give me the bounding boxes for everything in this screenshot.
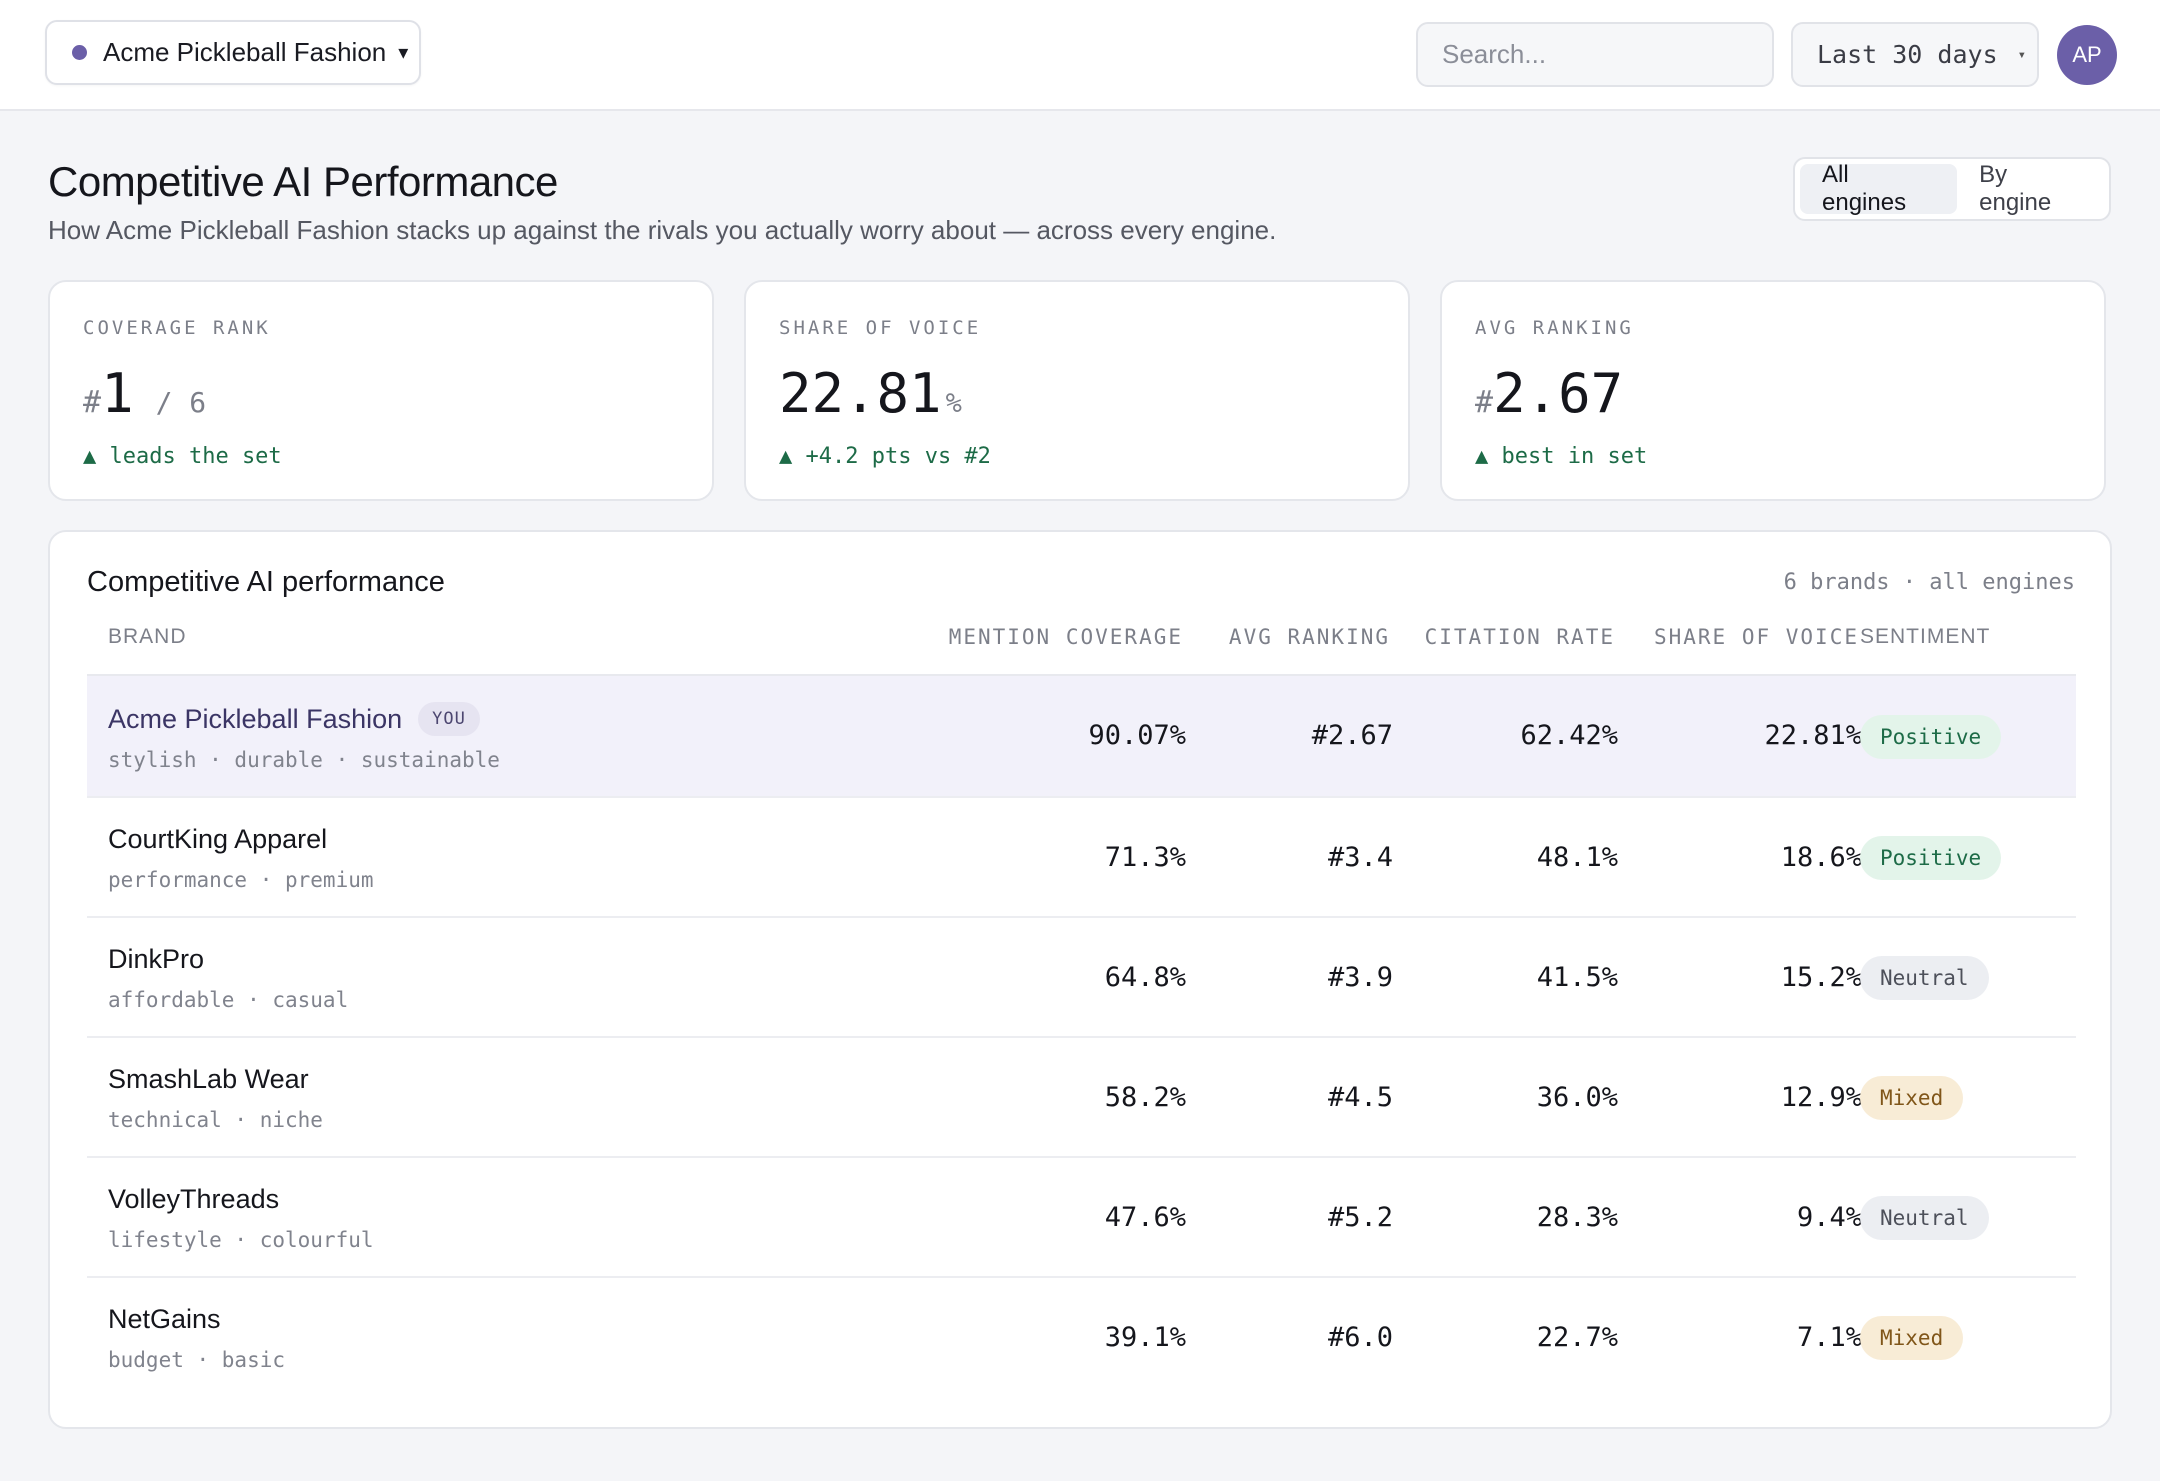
avg-ranking-value: #3.4 xyxy=(1327,842,1393,873)
mention-coverage-value: 47.6% xyxy=(1104,1202,1186,1233)
sentiment-badge: Mixed xyxy=(1860,1316,1964,1360)
search-input[interactable] xyxy=(1416,22,1774,87)
table-row[interactable]: DinkPro affordable · casual 64.8% #3.9 4… xyxy=(87,918,2076,1038)
mention-coverage-value: 64.8% xyxy=(1104,962,1186,993)
avatar[interactable]: AP xyxy=(2057,25,2117,85)
kpi-suffix: % xyxy=(945,388,962,419)
you-badge: YOU xyxy=(418,702,480,736)
kpi-delta: ▲ leads the set xyxy=(83,444,282,469)
share-of-voice-value: 7.1% xyxy=(1796,1322,1862,1353)
engine-view-toggle: All engines By engine xyxy=(1793,157,2111,221)
citation-rate-value: 48.1% xyxy=(1536,842,1618,873)
brand-name: VolleyThreads xyxy=(108,1184,280,1214)
mention-coverage-value: 90.07% xyxy=(1088,720,1186,751)
kpi-card-share-of-voice: SHARE OF VOICE 22.81 % ▲ +4.2 pts vs #2 xyxy=(744,280,1410,501)
sentiment-badge: Neutral xyxy=(1860,956,1989,1000)
kpi-prefix: # xyxy=(1475,385,1494,420)
sentiment-badge: Positive xyxy=(1860,715,2002,759)
share-of-voice-value: 9.4% xyxy=(1796,1202,1862,1233)
sentiment-badge: Neutral xyxy=(1860,1196,1989,1240)
kpi-card-coverage-rank: COVERAGE RANK # 1 / 6 ▲ leads the set xyxy=(48,280,714,501)
chevron-down-icon: ▾ xyxy=(398,42,409,64)
citation-rate-value: 41.5% xyxy=(1536,962,1618,993)
kpi-label: SHARE OF VOICE xyxy=(779,317,982,339)
page-subtitle: How Acme Pickleball Fashion stacks up ag… xyxy=(48,215,1277,245)
mention-coverage-value: 58.2% xyxy=(1104,1082,1186,1113)
kpi-total: / 6 xyxy=(155,386,207,419)
sentiment-badge: Mixed xyxy=(1860,1076,1964,1120)
citation-rate-value: 28.3% xyxy=(1536,1202,1618,1233)
share-of-voice-value: 18.6% xyxy=(1780,842,1862,873)
column-header-citation-rate[interactable]: CITATION RATE xyxy=(1424,625,1615,649)
column-header-brand[interactable]: BRAND xyxy=(108,625,187,648)
table-header-divider xyxy=(87,674,2076,676)
kpi-value: # 2.67 xyxy=(1475,362,1623,425)
page-title: Competitive AI Performance xyxy=(48,158,558,205)
brand-cell: SmashLab Wear xyxy=(108,1064,309,1095)
toggle-by-engine[interactable]: By engine xyxy=(1979,161,2052,216)
kpi-value: # 1 / 6 xyxy=(83,362,206,425)
brand-tags: budget · basic xyxy=(108,1348,286,1372)
table-row[interactable]: CourtKing Apparel performance · premium … xyxy=(87,798,2076,918)
avg-ranking-value: #5.2 xyxy=(1327,1202,1393,1233)
brand-cell: CourtKing Apparel xyxy=(108,824,327,855)
brand-cell: DinkPro xyxy=(108,944,204,975)
column-header-sentiment[interactable]: SENTIMENT xyxy=(1860,625,1991,648)
brand-selector[interactable]: Acme Pickleball Fashion ▾ xyxy=(45,20,421,85)
brand-name: DinkPro xyxy=(108,944,205,974)
kpi-delta: ▲ best in set xyxy=(1475,444,1648,469)
kpi-number: 22.81 xyxy=(779,362,942,425)
column-header-share-of-voice[interactable]: SHARE OF VOICE xyxy=(1653,625,1859,649)
citation-rate-value: 36.0% xyxy=(1536,1082,1618,1113)
date-range-label: Last 30 days xyxy=(1817,40,1998,69)
brand-tags: technical · niche xyxy=(108,1108,323,1132)
brand-tags: affordable · casual xyxy=(108,988,349,1012)
kpi-value: 22.81 % xyxy=(779,362,962,425)
kpi-delta: ▲ +4.2 pts vs #2 xyxy=(779,444,991,469)
kpi-card-avg-ranking: AVG RANKING # 2.67 ▲ best in set xyxy=(1440,280,2106,501)
brand-name: Acme Pickleball Fashion xyxy=(108,703,403,734)
avg-ranking-value: #6.0 xyxy=(1327,1322,1393,1353)
avg-ranking-value: #4.5 xyxy=(1327,1082,1393,1113)
column-header-avg-ranking[interactable]: AVG RANKING xyxy=(1228,625,1390,649)
toggle-all-engines[interactable]: All engines xyxy=(1800,161,1958,216)
kpi-number: 2.67 xyxy=(1493,362,1624,425)
citation-rate-value: 22.7% xyxy=(1536,1322,1618,1353)
table-row[interactable]: NetGains budget · basic 39.1% #6.0 22.7%… xyxy=(87,1278,2076,1398)
brand-tags: lifestyle · colourful xyxy=(108,1228,374,1252)
mention-coverage-value: 71.3% xyxy=(1104,842,1186,873)
brand-cell: VolleyThreads xyxy=(108,1184,279,1215)
brand-tags: performance · premium xyxy=(108,868,374,892)
sentiment-badge: Positive xyxy=(1860,836,2002,880)
avg-ranking-value: #3.9 xyxy=(1327,962,1393,993)
brand-color-dot xyxy=(72,45,87,60)
share-of-voice-value: 22.81% xyxy=(1764,720,1862,751)
top-bar: Acme Pickleball Fashion ▾ Last 30 days ▾… xyxy=(0,0,2160,111)
kpi-prefix: # xyxy=(83,385,102,420)
brand-selector-label: Acme Pickleball Fashion xyxy=(103,37,387,67)
chevron-down-icon: ▾ xyxy=(2017,46,2027,63)
brand-cell: NetGains xyxy=(108,1304,221,1335)
kpi-label: AVG RANKING xyxy=(1475,317,1634,339)
brand-cell: Acme Pickleball Fashion YOU xyxy=(108,702,480,736)
table-row[interactable]: VolleyThreads lifestyle · colourful 47.6… xyxy=(87,1158,2076,1278)
panel-meta: 6 brands · all engines xyxy=(1783,570,2075,595)
brand-name: NetGains xyxy=(108,1304,221,1334)
share-of-voice-value: 12.9% xyxy=(1780,1082,1862,1113)
citation-rate-value: 62.42% xyxy=(1520,720,1618,751)
brand-name: SmashLab Wear xyxy=(108,1064,309,1094)
brand-tags: stylish · durable · sustainable xyxy=(108,748,500,772)
kpi-number: 1 xyxy=(101,362,134,425)
column-header-mention-coverage[interactable]: MENTION COVERAGE xyxy=(948,625,1183,649)
panel-title: Competitive AI performance xyxy=(87,566,445,598)
share-of-voice-value: 15.2% xyxy=(1780,962,1862,993)
table-row[interactable]: SmashLab Wear technical · niche 58.2% #4… xyxy=(87,1038,2076,1158)
mention-coverage-value: 39.1% xyxy=(1104,1322,1186,1353)
table-row[interactable]: Acme Pickleball Fashion YOU stylish · du… xyxy=(87,676,2076,798)
kpi-label: COVERAGE RANK xyxy=(83,317,271,339)
brand-name: CourtKing Apparel xyxy=(108,824,328,854)
date-range-selector[interactable]: Last 30 days ▾ xyxy=(1791,22,2039,87)
avg-ranking-value: #2.67 xyxy=(1311,720,1393,751)
competitive-table-panel: Competitive AI performance 6 brands · al… xyxy=(48,530,2112,1429)
